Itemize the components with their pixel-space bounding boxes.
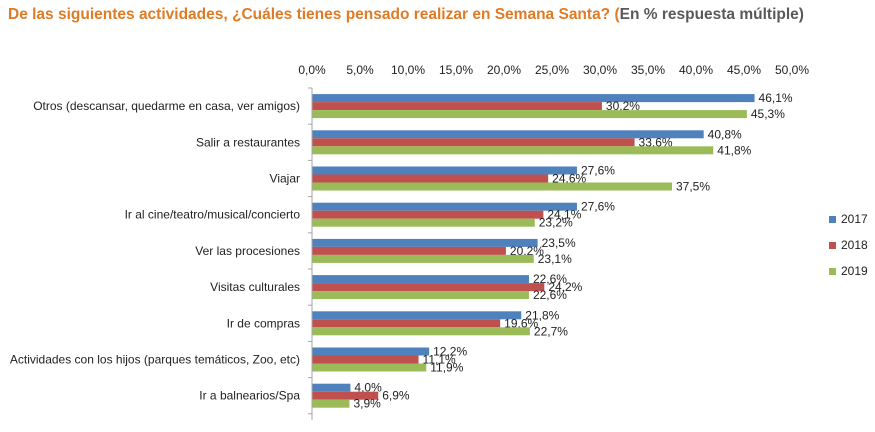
legend-swatch-2018 [829,242,836,249]
legend-swatch-2017 [829,216,836,223]
bar-2019 [312,399,350,408]
x-tick-label: 15,0% [439,63,473,77]
category-label: Salir a restaurantes [196,135,300,149]
category-label: Ir al cine/teatro/musical/concierto [125,208,301,222]
bar-2018 [312,174,549,183]
data-label-2018: 33,6% [639,135,673,149]
data-label-2018: 24,1% [547,208,581,222]
bar-2019 [312,182,672,191]
data-label-2019: 23,2% [539,216,573,230]
data-label-2017: 27,6% [581,164,615,178]
data-label-2019: 37,5% [676,180,710,194]
x-tick-label: 40,0% [679,63,713,77]
chart-title-sub: En % respuesta múltiple) [619,6,804,23]
x-tick-label: 20,0% [487,63,521,77]
bar-2017 [312,311,522,320]
legend-label-2019: 2019 [841,264,868,278]
bar-2017 [312,202,577,211]
data-label-2019: 11,9% [430,361,463,375]
data-label-2017: 40,8% [708,127,742,141]
data-label-2017: 46,1% [759,91,793,105]
bar-2018 [312,391,379,400]
x-tick-label: 0,0% [298,63,326,77]
data-label-2017: 22,6% [533,272,567,286]
bar-2019 [312,218,535,227]
category-label: Ir de compras [227,316,300,330]
bar-2019 [312,363,427,372]
chart-title: De las siguientes actividades, ¿Cuáles t… [8,6,804,24]
data-label-2017: 12,2% [433,345,467,359]
category-label: Ir a balnearios/Spa [199,389,300,403]
data-label-2018: 30,2% [606,99,640,113]
data-label-2019: 22,6% [533,288,567,302]
x-tick-label: 10,0% [391,63,425,77]
data-label-2018: 24,2% [548,280,582,294]
bar-2017 [312,94,755,103]
x-tick-label: 35,0% [631,63,665,77]
bar-2017 [312,383,351,392]
x-tick-label: 25,0% [535,63,569,77]
bar-2019 [312,254,534,263]
category-label: Visitas culturales [210,280,300,294]
data-label-2019: 22,7% [534,324,568,338]
x-tick-label: 30,0% [583,63,617,77]
bar-2019 [312,291,529,300]
category-label: Otros (descansar, quedarme en casa, ver … [33,99,300,113]
bar-2018 [312,210,544,219]
bar-2017 [312,166,577,175]
legend-swatch-2019 [829,268,836,275]
data-label-2019: 41,8% [717,143,751,157]
category-label: Viajar [270,172,300,186]
bar-2018 [312,102,602,111]
legend-label-2018: 2018 [841,238,868,252]
data-label-2018: 11,1% [423,353,456,367]
legend-label-2017: 2017 [841,212,868,226]
x-tick-label: 5,0% [346,63,374,77]
bar-2018 [312,138,635,147]
data-label-2017: 23,5% [542,236,576,250]
data-label-2019: 3,9% [353,397,381,411]
data-label-2018: 19,6% [504,316,538,330]
x-tick-label: 50,0% [775,63,809,77]
bar-2017 [312,347,430,356]
bar-2017 [312,130,704,139]
data-label-2018: 20,2% [510,244,544,258]
category-label: Actividades con los hijos (parques temát… [10,353,300,367]
data-label-2017: 27,6% [581,200,615,214]
bar-2019 [312,146,714,155]
bar-2017 [312,238,538,247]
bar-2019 [312,327,530,336]
bar-2018 [312,319,501,328]
data-label-2018: 6,9% [382,389,410,403]
chart-title-main: De las siguientes actividades, ¿Cuáles t… [8,6,620,23]
bar-2019 [312,110,747,119]
data-label-2017: 21,8% [525,308,559,322]
data-label-2018: 24,6% [552,172,586,186]
data-label-2017: 4,0% [354,381,382,395]
bar-2018 [312,355,419,364]
x-tick-label: 45,0% [727,63,761,77]
category-label: Ver las procesiones [195,244,300,258]
bar-2018 [312,246,506,255]
bar-2017 [312,275,529,284]
bar-2018 [312,283,545,292]
data-label-2019: 23,1% [538,252,572,266]
data-label-2019: 45,3% [751,107,785,121]
